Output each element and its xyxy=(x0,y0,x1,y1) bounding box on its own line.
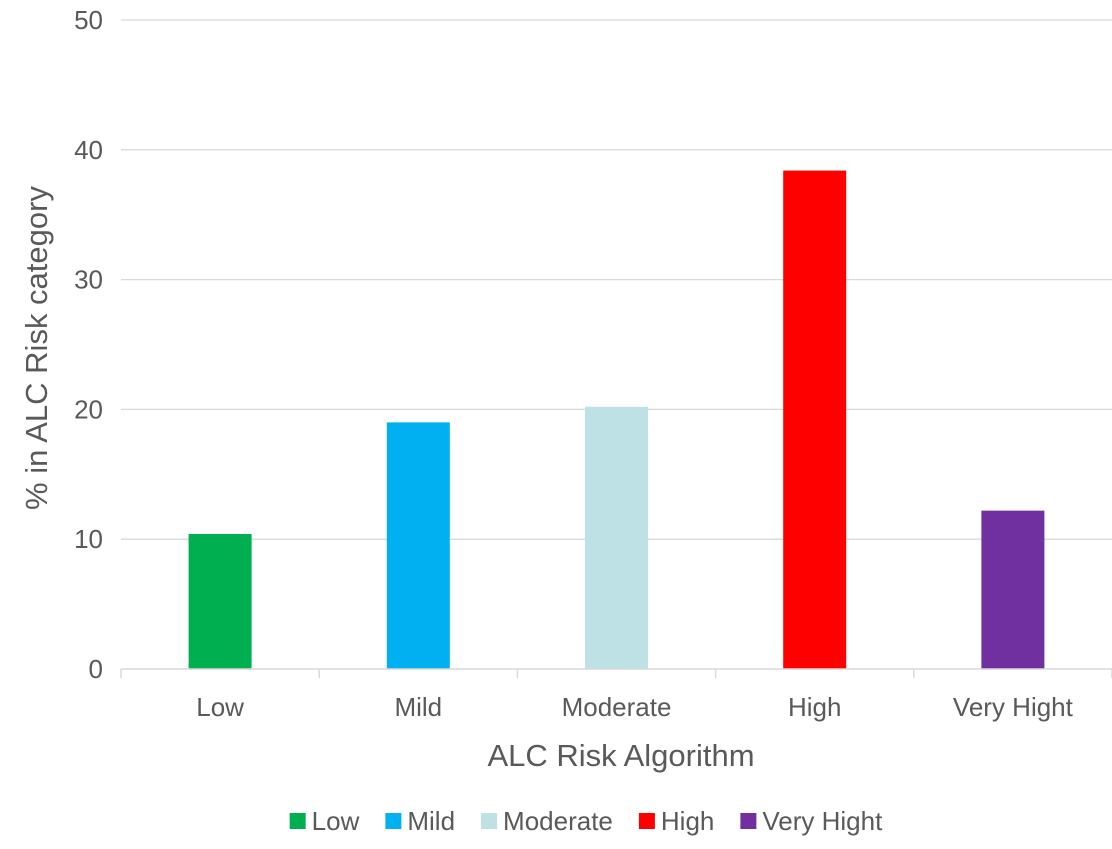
bar-very-hight xyxy=(981,510,1045,669)
x-tick-label: Low xyxy=(196,692,244,722)
legend-label: Very Hight xyxy=(762,806,883,836)
y-tick-label: 50 xyxy=(74,5,103,35)
legend-label: High xyxy=(661,806,714,836)
legend-label: Moderate xyxy=(503,806,613,836)
x-tick-label: High xyxy=(788,692,841,722)
legend-swatch xyxy=(740,813,757,829)
bar-low xyxy=(188,534,252,669)
x-tick-label: Mild xyxy=(394,692,442,722)
y-tick-label: 10 xyxy=(74,524,103,554)
legend: Low Mild Moderate High Very Hight xyxy=(289,806,883,836)
y-axis-title: % in ALC Risk category xyxy=(19,186,54,510)
legend-label: Mild xyxy=(407,806,455,836)
bar-high xyxy=(783,170,847,669)
x-tick-label: Very Hight xyxy=(953,692,1074,722)
legend-entry: Very Hight xyxy=(740,806,883,836)
legend-entry: Mild xyxy=(385,806,455,836)
bar-mild xyxy=(386,422,450,669)
legend-swatch xyxy=(481,813,498,829)
y-tick-label: 0 xyxy=(89,654,103,684)
legend-entry: Moderate xyxy=(481,806,613,836)
bars xyxy=(188,170,1045,669)
y-tick-label: 20 xyxy=(74,394,103,424)
x-axis-title: ALC Risk Algorithm xyxy=(487,738,754,773)
legend-label: Low xyxy=(312,806,360,836)
y-tick-label: 40 xyxy=(74,135,103,165)
legend-swatch xyxy=(289,813,306,829)
legend-entry: Low xyxy=(289,806,360,836)
legend-entry: High xyxy=(638,806,714,836)
gridlines xyxy=(121,19,1112,540)
axes xyxy=(120,668,1112,678)
legend-swatch xyxy=(385,813,402,829)
legend-swatch xyxy=(638,813,655,829)
x-tick-labels: Low Mild Moderate High Very Hight xyxy=(196,692,1073,722)
bar-moderate xyxy=(585,406,648,669)
y-tick-labels: 0 10 20 30 40 50 xyxy=(74,5,103,684)
y-tick-label: 30 xyxy=(74,265,103,295)
x-tick-label: Moderate xyxy=(562,692,672,722)
